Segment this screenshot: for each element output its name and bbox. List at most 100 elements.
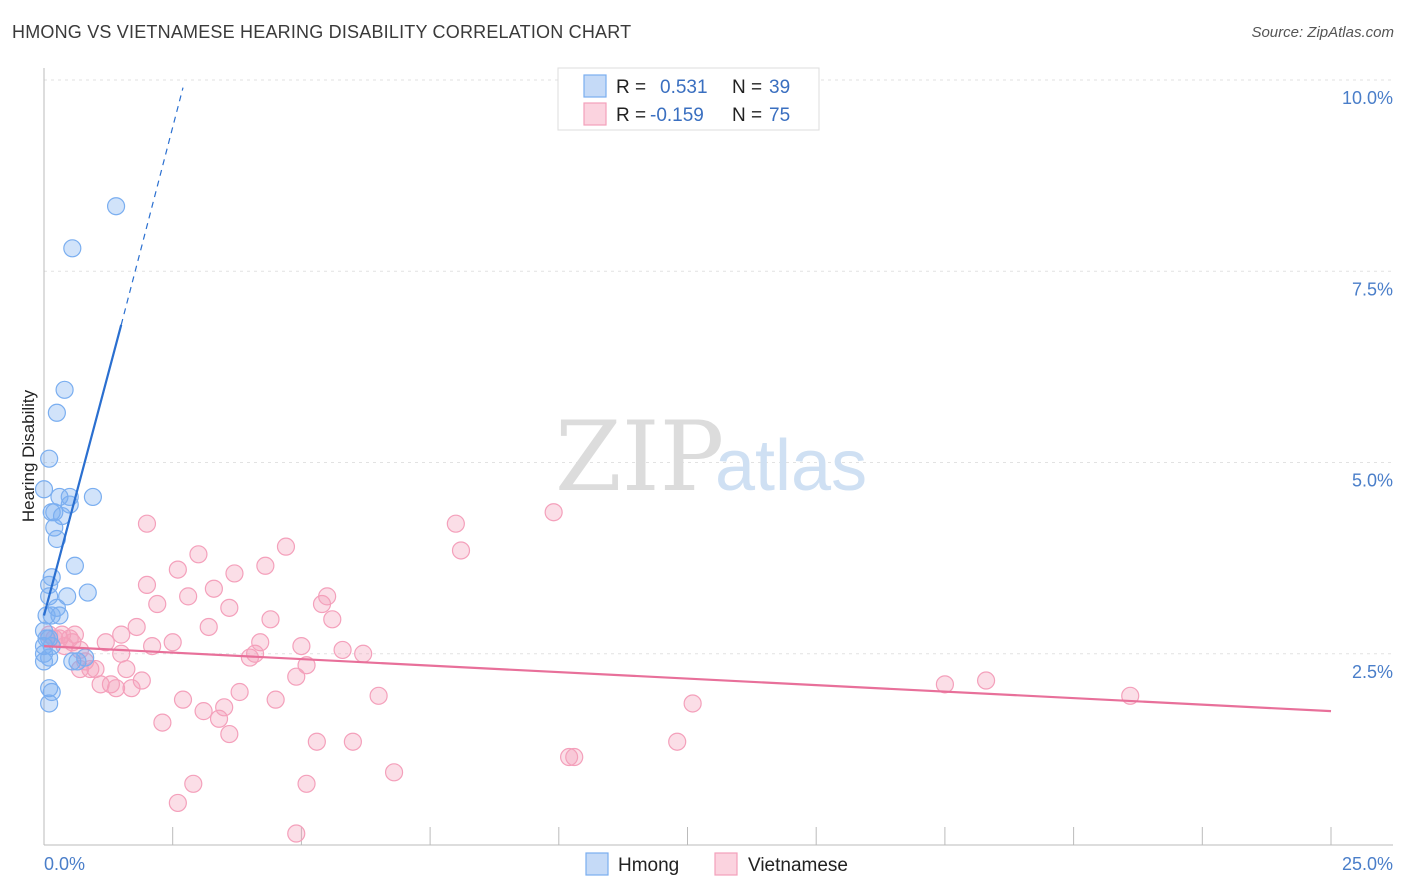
hmong-point [65,556,84,575]
y-tick-label: 2.5% [1352,662,1393,682]
legend: R = 0.531 N = 39 R = -0.159 N = 75 [557,67,820,131]
hmong-point [63,239,82,258]
hmong-point [83,487,103,507]
grid-lines [44,79,1393,655]
hmong-point [58,587,77,606]
vietnamese-point [209,709,229,728]
legend-n-value-hmong: 39 [769,77,790,98]
vietnamese-point [204,579,223,598]
watermark-zip: ZIP [555,401,724,513]
vietnamese-point [251,633,270,652]
vietnamese-point [565,747,584,767]
legend-n-label-vietnamese: N = [732,105,762,126]
y-tick-label: 5.0% [1352,471,1393,491]
chart-title: HMONG VS VIETNAMESE HEARING DISABILITY C… [12,22,632,42]
vietnamese-point [117,659,136,679]
vietnamese-point [225,564,244,583]
vietnamese-point [297,656,316,675]
vietnamese-point [137,575,157,595]
vietnamese-point [189,545,208,564]
watermark: ZIP atlas [555,401,867,513]
vietnamese-point [153,713,172,732]
bottom-legend-label-hmong: Hmong [618,855,679,876]
vietnamese-point [122,679,141,698]
vietnamese-point [683,694,702,713]
hmong-point [40,449,59,468]
vietnamese-point [230,682,249,702]
hmong-point [50,606,69,625]
vietnamese-point [148,594,167,614]
vietnamese-point [276,537,296,556]
hmong-point [34,480,54,499]
legend-r-label-hmong: R = [616,77,646,98]
legend-r-value-vietnamese: -0.159 [650,105,704,126]
vietnamese-point [446,514,465,533]
bottom-legend: Hmong Vietnamese [585,852,848,876]
hmong-point [34,652,54,671]
vietnamese-point [194,702,213,721]
vietnamese-point [287,667,306,686]
vietnamese-point [112,625,131,644]
vietnamese-point [220,598,239,617]
y-tick-label: 7.5% [1352,279,1393,299]
vietnamese-point [168,793,187,813]
bottom-legend-swatch-vietnamese [714,852,738,876]
vietnamese-point [369,686,388,705]
vietnamese-point [323,610,342,629]
vietnamese-point [179,587,198,606]
vietnamese-point [220,724,239,744]
hmong-point [45,518,64,537]
vietnamese-point [266,690,285,709]
vietnamese-point [292,636,311,656]
legend-swatch-vietnamese [583,102,607,126]
hmong-point [42,682,61,702]
hmong-point [47,403,66,422]
hmong-trend-line [42,324,123,616]
axes [43,68,1393,846]
vietnamese-point [112,644,131,663]
vietnamese-point [96,633,115,652]
vietnamese-point [106,679,126,698]
hmong-point [42,503,61,522]
legend-r-label-vietnamese: R = [616,105,646,126]
vietnamese-point [451,541,471,560]
vietnamese-point [333,640,352,660]
x-tick-labels: 0.0% 25.0% [44,854,1393,874]
vietnamese-point [384,763,404,782]
vietnamese-point [168,560,187,579]
trend-lines [42,87,1332,713]
vietnamese-trend-line [43,645,1332,713]
y-tick-label: 10.0% [1342,88,1393,108]
vietnamese-point [287,824,306,843]
vietnamese-point [256,556,275,575]
vietnamese-point [343,732,362,751]
vietnamese-point [668,732,687,751]
x-tick-label: 25.0% [1342,854,1393,874]
vietnamese-point [261,610,280,629]
hmong-points [34,197,126,713]
vietnamese-point [297,774,316,793]
hmong-point [78,583,97,602]
vietnamese-point [354,644,373,663]
vietnamese-point [976,671,996,690]
legend-n-label-hmong: N = [732,77,762,98]
vietnamese-point [307,732,326,751]
legend-r-value-hmong: 0.531 [660,77,708,98]
vietnamese-point [173,690,193,709]
vietnamese-point [137,514,157,533]
vietnamese-point [184,774,203,793]
vietnamese-point [132,671,151,690]
hmong-point [68,652,87,671]
bottom-legend-swatch-hmong [585,852,609,876]
vietnamese-point [163,633,182,652]
bottom-legend-label-vietnamese: Vietnamese [748,855,848,876]
legend-swatch-hmong [583,74,607,98]
vietnamese-point [127,617,146,637]
hmong-trend-extension [120,87,184,325]
vietnamese-point [65,625,84,644]
x-ticks [172,827,1332,845]
hmong-point [34,644,54,663]
vietnamese-point [935,675,955,694]
vietnamese-point [215,698,234,717]
